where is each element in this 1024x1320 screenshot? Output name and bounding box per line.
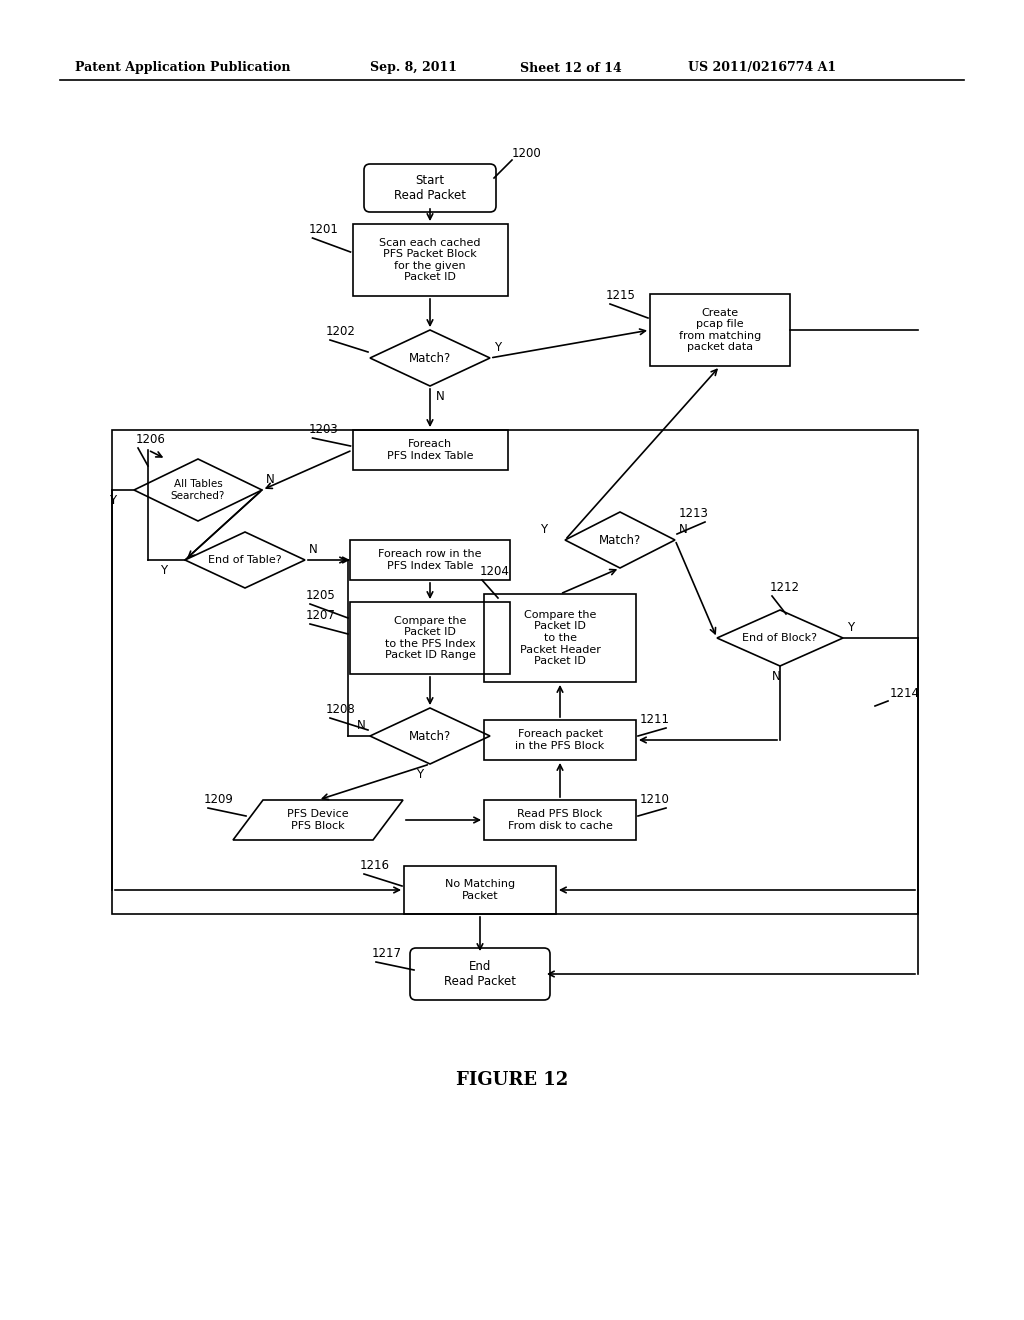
Text: 1215: 1215 [606, 289, 636, 302]
Text: All Tables
Searched?: All Tables Searched? [171, 479, 225, 500]
Text: Match?: Match? [409, 351, 452, 364]
Text: 1204: 1204 [480, 565, 510, 578]
Text: 1213: 1213 [679, 507, 709, 520]
Text: Y: Y [160, 564, 167, 577]
Bar [352, 224, 508, 296]
Text: 1207: 1207 [306, 609, 336, 622]
Text: 1202: 1202 [326, 325, 356, 338]
Text: PFS Device
PFS Block: PFS Device PFS Block [287, 809, 349, 830]
Text: 1201: 1201 [308, 223, 338, 236]
Text: 1214: 1214 [890, 686, 920, 700]
Text: Read PFS Block
From disk to cache: Read PFS Block From disk to cache [508, 809, 612, 830]
Text: N: N [679, 523, 688, 536]
Text: Start
Read Packet: Start Read Packet [394, 174, 466, 202]
Bar [484, 800, 636, 840]
Text: 1210: 1210 [640, 793, 670, 807]
Text: 1209: 1209 [204, 793, 233, 807]
Bar [484, 594, 636, 682]
Text: Foreach
PFS Index Table: Foreach PFS Index Table [387, 440, 473, 461]
Text: Compare the
Packet ID
to the
Packet Header
Packet ID: Compare the Packet ID to the Packet Head… [519, 610, 600, 667]
Text: N: N [772, 671, 780, 682]
Text: End of Block?: End of Block? [742, 634, 817, 643]
Text: Y: Y [109, 494, 116, 507]
Text: End of Table?: End of Table? [208, 554, 282, 565]
Bar [650, 294, 790, 366]
Bar [112, 430, 918, 913]
Text: N: N [357, 719, 366, 733]
Bar [352, 430, 508, 470]
Text: Y: Y [847, 620, 854, 634]
Text: 1205: 1205 [306, 589, 336, 602]
Text: 1200: 1200 [512, 147, 542, 160]
Text: 1217: 1217 [372, 946, 402, 960]
Text: Create
pcap file
from matching
packet data: Create pcap file from matching packet da… [679, 308, 761, 352]
Text: Y: Y [416, 768, 423, 781]
Text: Scan each cached
PFS Packet Block
for the given
Packet ID: Scan each cached PFS Packet Block for th… [379, 238, 480, 282]
Text: Match?: Match? [409, 730, 452, 742]
Text: Foreach row in the
PFS Index Table: Foreach row in the PFS Index Table [378, 549, 481, 570]
Text: 1211: 1211 [640, 713, 670, 726]
Bar [404, 866, 556, 913]
Text: Match?: Match? [599, 533, 641, 546]
Text: Y: Y [540, 523, 547, 536]
Text: End
Read Packet: End Read Packet [444, 960, 516, 987]
Text: N: N [309, 543, 317, 556]
Text: US 2011/0216774 A1: US 2011/0216774 A1 [688, 62, 837, 74]
Text: 1212: 1212 [770, 581, 800, 594]
Text: 1203: 1203 [308, 422, 338, 436]
Bar [350, 602, 510, 675]
Text: N: N [436, 389, 444, 403]
Text: N: N [266, 473, 274, 486]
Text: FIGURE 12: FIGURE 12 [456, 1071, 568, 1089]
Text: Sep. 8, 2011: Sep. 8, 2011 [370, 62, 457, 74]
Text: 1208: 1208 [326, 704, 355, 715]
Text: Sheet 12 of 14: Sheet 12 of 14 [520, 62, 622, 74]
Bar [350, 540, 510, 579]
Text: 1216: 1216 [360, 859, 390, 873]
Text: Y: Y [494, 341, 501, 354]
Bar [484, 719, 636, 760]
Text: Compare the
Packet ID
to the PFS Index
Packet ID Range: Compare the Packet ID to the PFS Index P… [385, 615, 475, 660]
Text: 1206: 1206 [136, 433, 166, 446]
Text: Patent Application Publication: Patent Application Publication [75, 62, 291, 74]
Text: No Matching
Packet: No Matching Packet [445, 879, 515, 900]
Text: Foreach packet
in the PFS Block: Foreach packet in the PFS Block [515, 729, 604, 751]
